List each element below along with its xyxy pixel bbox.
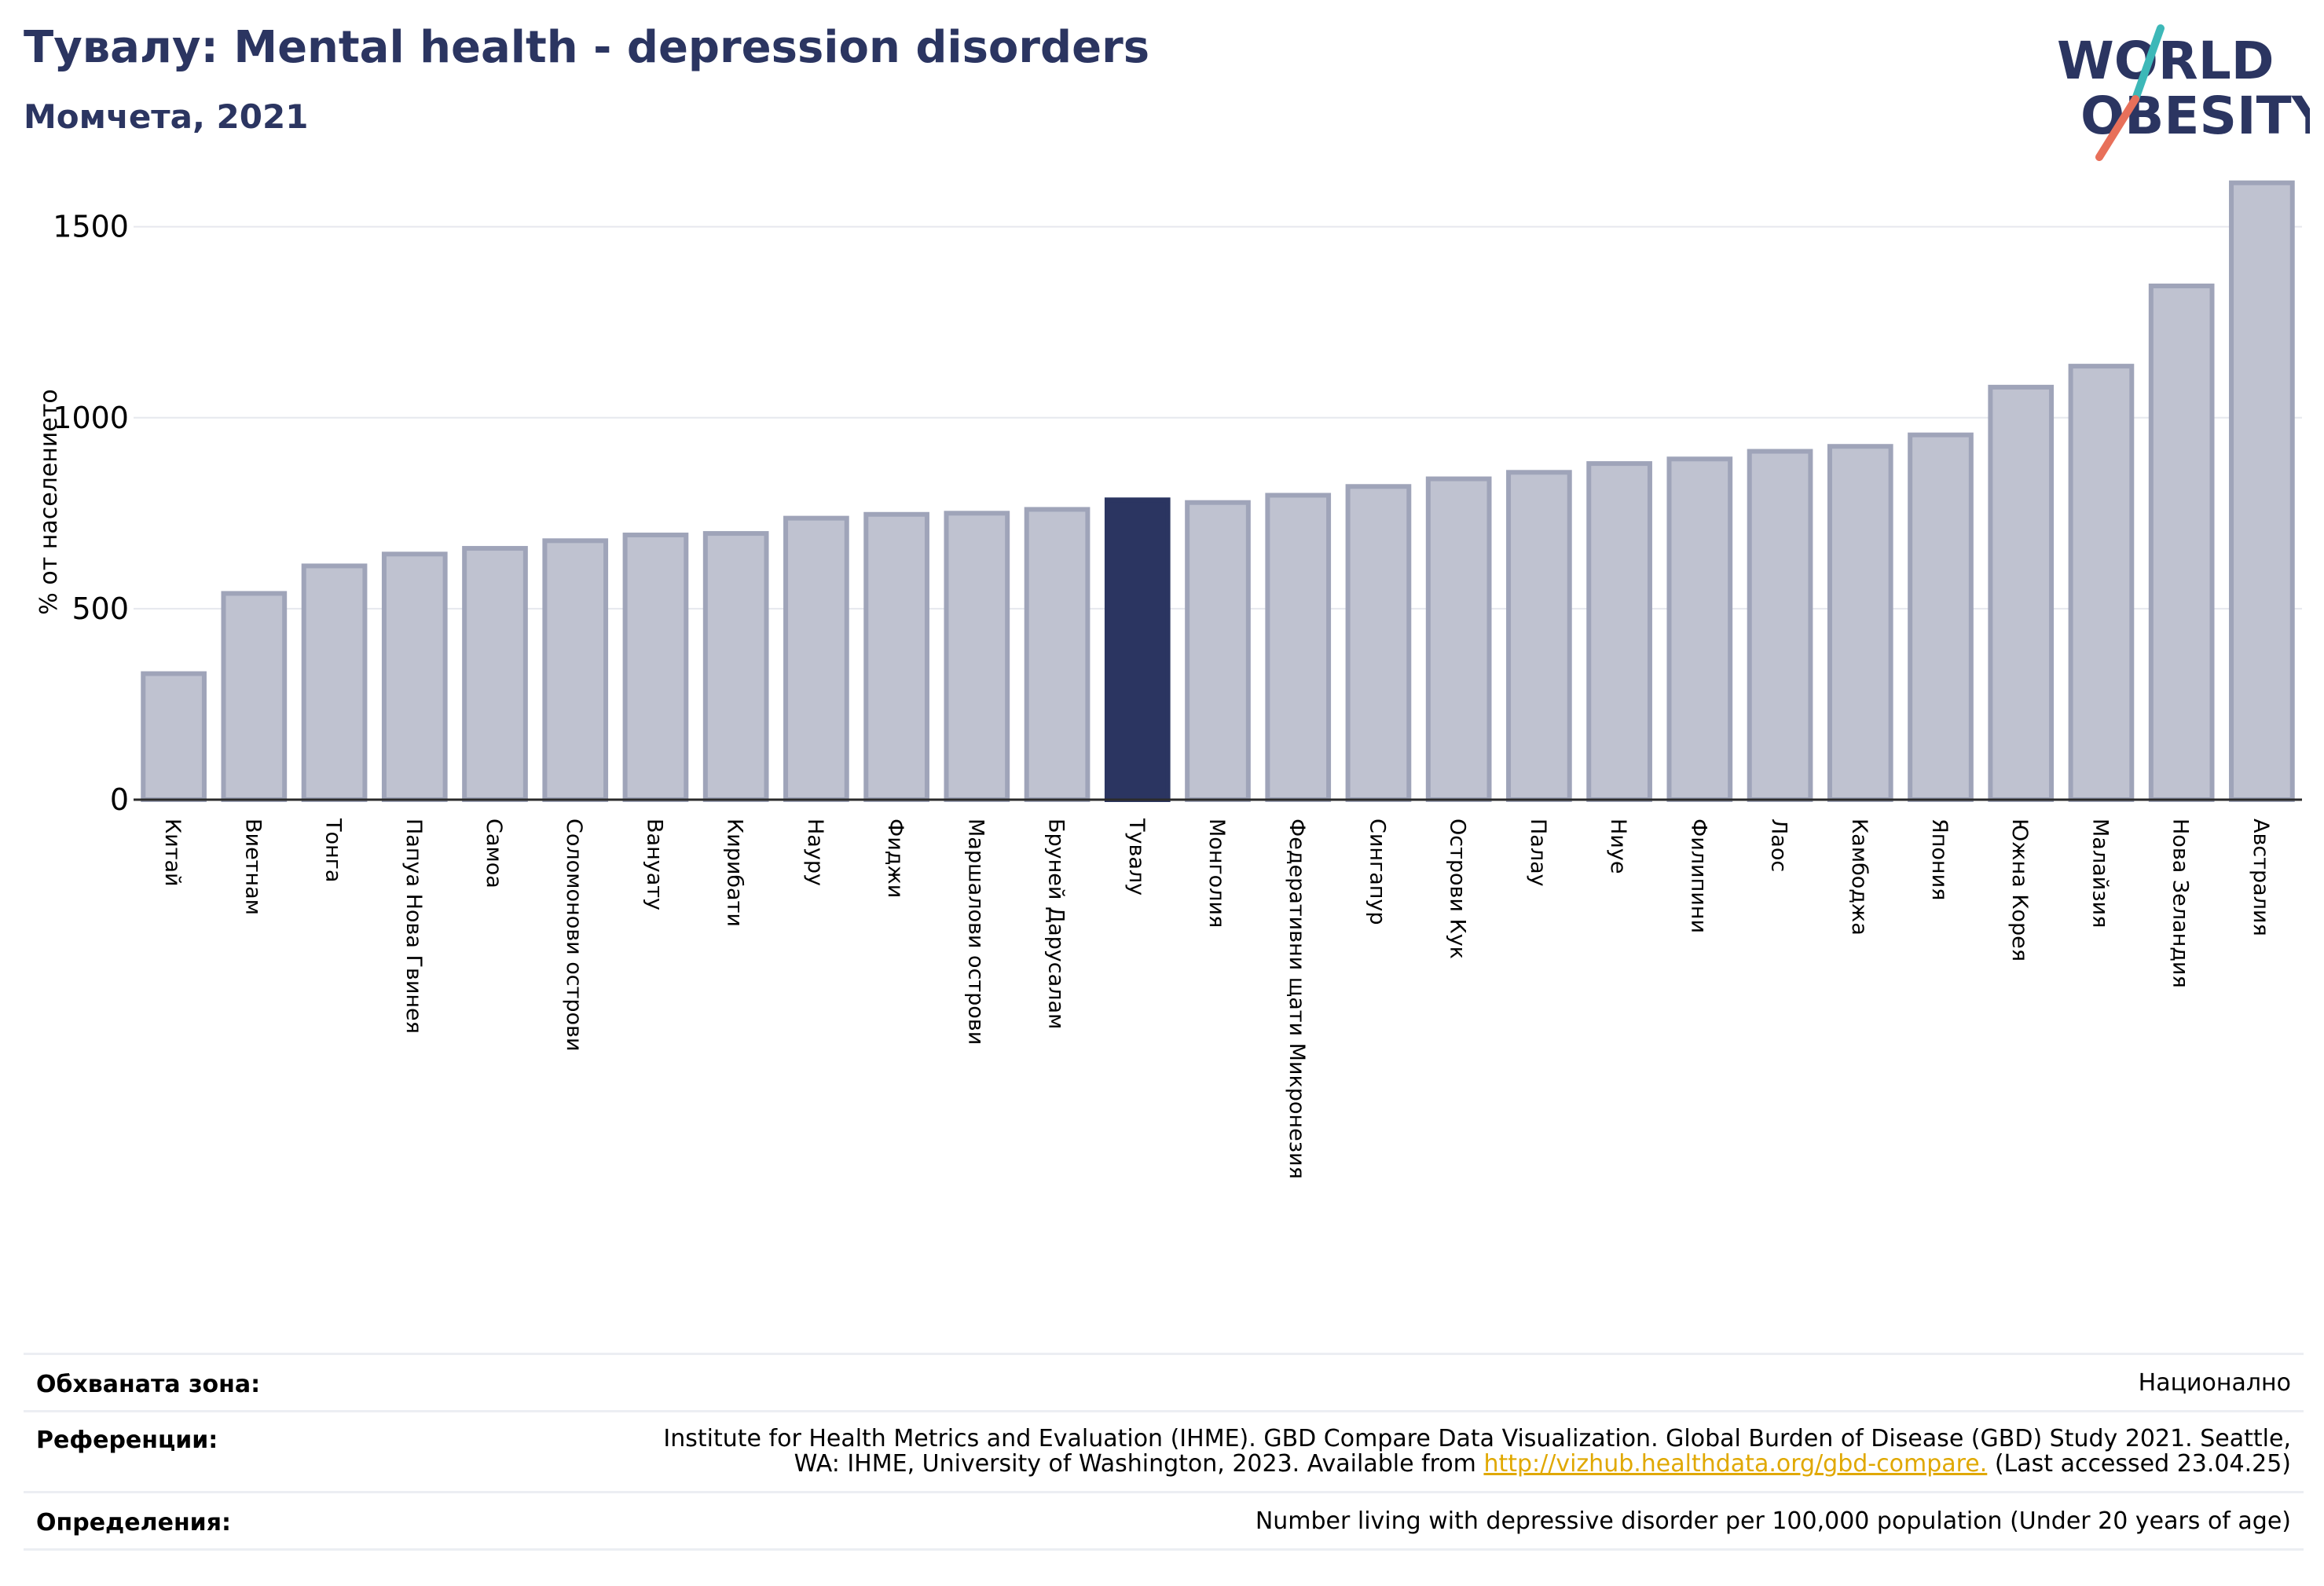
references-text-post: (Last accessed 23.04.25) [1987,1450,2291,1478]
x-tick-label: Соломонови острови [562,819,586,1051]
bar [1586,461,1652,802]
bar [542,538,609,802]
bar [1104,497,1171,802]
bar [702,531,769,802]
bar [1827,444,1893,802]
bar [221,591,288,802]
y-axis-ticks: 0 500 1000 1500 [53,210,129,817]
bar [301,563,368,802]
bar-chart: 0 500 1000 1500 Китай Виетнам Тонга Папуа Нова… [35,180,2302,1179]
bar [1024,507,1091,802]
references-link[interactable]: http://vizhub.healthdata.org/gbd-compare… [1483,1450,1988,1478]
bars [141,180,2295,803]
y-tick-label: 500 [71,592,129,626]
references-label: Референции: [36,1427,218,1454]
logo-slash-teal [2132,24,2165,103]
x-tick-label: Острови Кук [1446,819,1470,959]
y-tick-label: 0 [110,782,129,817]
bar [1265,493,1332,802]
x-tick-label: Камбоджа [1847,819,1871,936]
x-tick-label: Палау [1526,819,1550,887]
bar [2229,180,2295,803]
bar [1666,456,1733,802]
bar [462,546,528,802]
x-tick-label: Самоа [482,819,506,888]
footer-row-references: Референции: Institute for Health Metrics… [24,1410,2304,1491]
chart-footer: Обхваната зона: Национално Референции: I… [24,1353,2304,1551]
bar [2148,283,2215,802]
bar [622,533,689,802]
bar [1345,484,1412,803]
x-tick-label: Филипини [1686,819,1710,933]
footer-row-definitions: Определения: Number living with depressi… [24,1491,2304,1551]
bar [141,671,207,802]
bar [381,551,448,802]
x-tick-label: Лаос [1767,819,1791,872]
y-tick-label: 1000 [53,401,129,435]
x-tick-label: Монголия [1204,819,1229,928]
x-tick-label: Бруней Дарусалам [1044,819,1069,1029]
y-axis-label: % от населението [35,389,63,614]
bar [1425,476,1492,802]
x-tick-label: Нова Зеландия [2168,819,2193,988]
x-tick-label: Тонга [321,818,346,882]
logo-slash-coral [2095,95,2139,161]
x-tick-label: Фиджи [883,819,907,898]
area-value: Национално [2138,1369,2291,1397]
x-tick-label: Кирибати [723,819,747,927]
references-value: Institute for Health Metrics and Evaluat… [663,1427,2291,1477]
x-tick-label: Науру [803,819,827,886]
x-tick-label: Малайзия [2088,819,2112,928]
y-tick-label: 1500 [53,210,129,244]
x-tick-label: Австралия [2249,819,2273,936]
references-line-2: WA: IHME, University of Washington, 2023… [663,1452,2291,1477]
x-tick-label: Федеративни щати Микронезия [1285,819,1309,1179]
bar [1185,500,1251,802]
x-axis-labels: Китай Виетнам Тонга Папуа Нова Гвинея Самоа С… [160,818,2273,1179]
references-line-1: Institute for Health Metrics and Evaluat… [663,1425,2291,1452]
bar [1908,432,1974,802]
bar [1506,470,1572,802]
x-tick-label: Ниуе [1606,819,1630,874]
x-tick-label: Маршалови острови [963,819,988,1045]
logo-word-obesity: OBESITY [2080,86,2310,146]
x-tick-label: Папуа Нова Гвинея [401,819,426,1034]
x-tick-label: Сингапур [1365,819,1389,925]
references-text-pre: WA: IHME, University of Washington, 2023… [794,1450,1484,1478]
logo-word-world: WORLD [2057,31,2275,91]
x-tick-label: Тувалу [1124,818,1149,896]
definitions-value: Number living with depressive disorder p… [1255,1507,2291,1535]
bar [783,515,849,802]
x-tick-label: Япония [1927,819,1952,900]
bar [1747,449,1813,802]
x-tick-label: Вануату [642,819,666,910]
area-label: Обхваната зона: [36,1371,261,1398]
bar [944,511,1010,802]
bar [863,511,929,802]
bar [2068,364,2135,802]
x-tick-label: Виетнам [240,819,265,915]
chart-subtitle: Момчета, 2021 [24,97,309,136]
world-obesity-logo: WORLD OBESITY [2057,24,2310,161]
footer-row-area: Обхваната зона: Национално [24,1353,2304,1410]
bar [1988,384,2055,803]
x-tick-label: Южна Корея [2007,819,2032,961]
chart-title: Тувалу: Mental health - depression disor… [24,22,1150,73]
definitions-label: Определения: [36,1509,231,1537]
x-tick-label: Китай [160,819,185,887]
